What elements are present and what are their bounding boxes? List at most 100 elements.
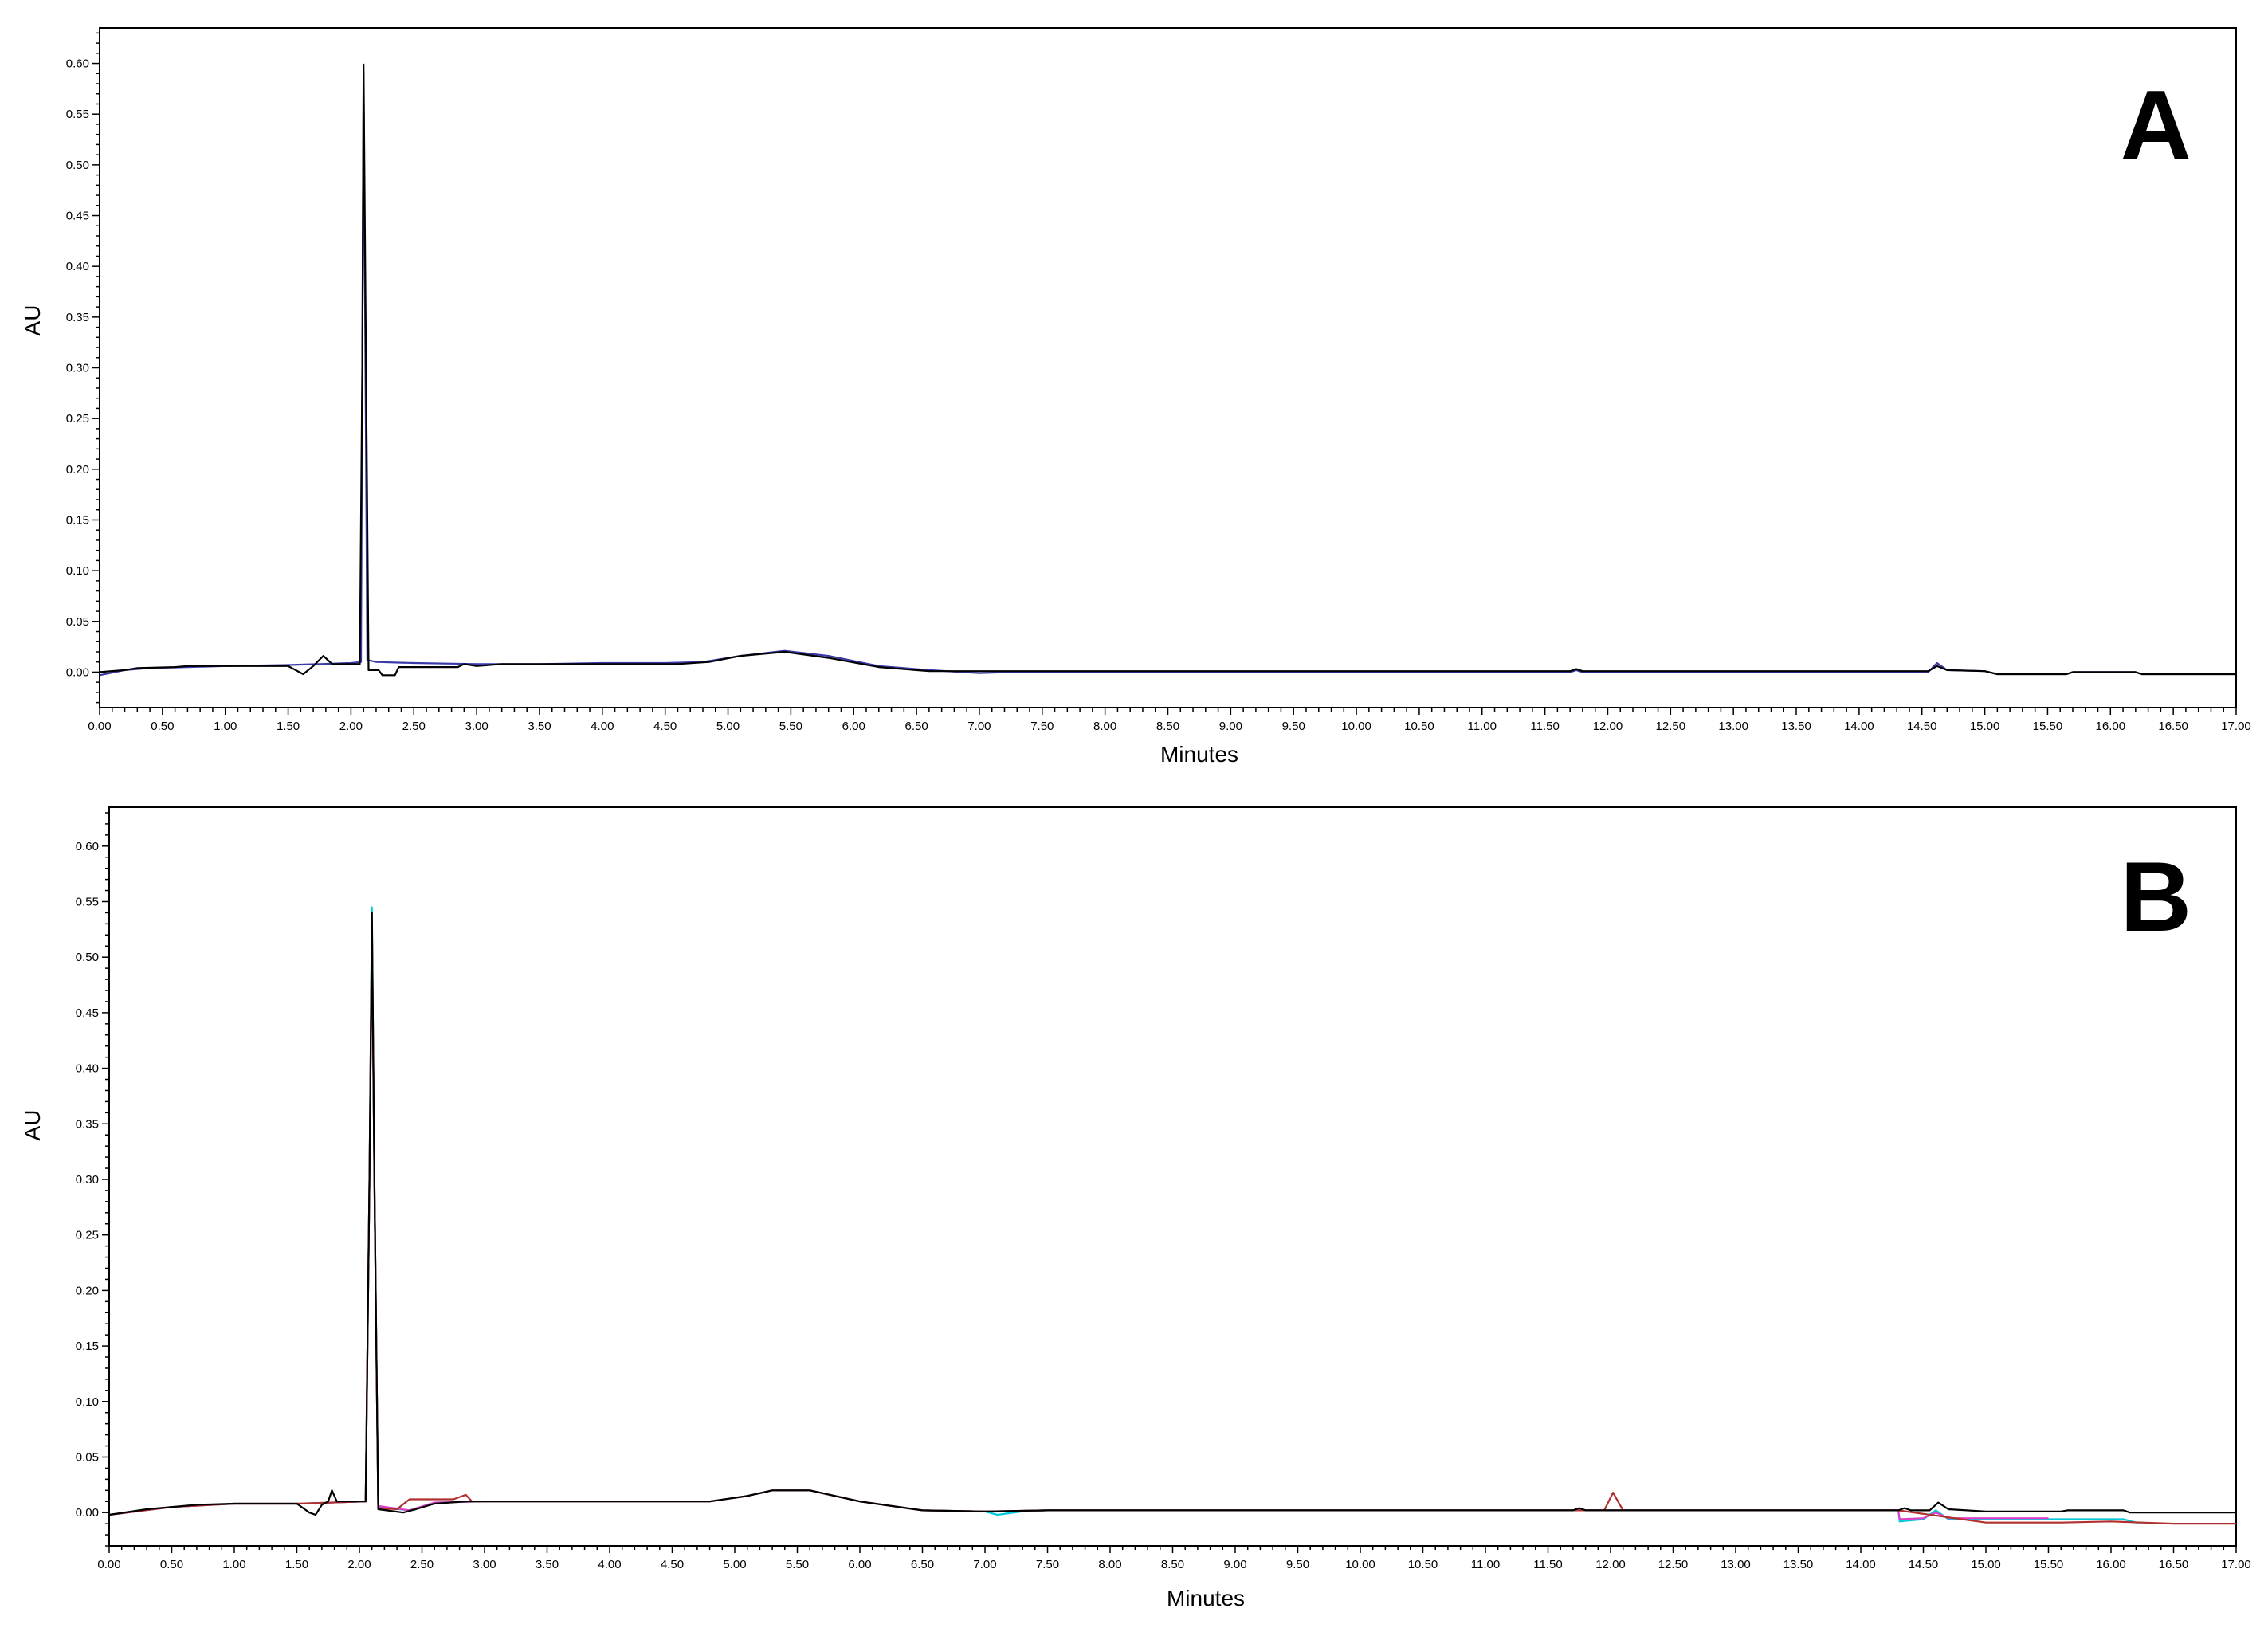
x-tick-label: 14.00 xyxy=(1846,1558,1876,1571)
x-tick-label: 7.00 xyxy=(967,720,991,733)
y-tick-label: 0.60 xyxy=(66,57,89,71)
x-tick-label: 8.00 xyxy=(1098,1558,1121,1571)
x-tick-label: 10.00 xyxy=(1345,1558,1375,1571)
x-tick-label: 10.00 xyxy=(1341,720,1371,733)
x-tick-label: 12.00 xyxy=(1595,1558,1626,1571)
y-tick-label: 0.15 xyxy=(76,1340,99,1353)
x-tick-label: 8.00 xyxy=(1093,720,1116,733)
x-tick-label: 6.00 xyxy=(842,720,865,733)
x-tick-label: 5.50 xyxy=(779,720,802,733)
panel-b-series xyxy=(108,906,2236,1525)
x-tick-label: 17.00 xyxy=(2221,720,2251,733)
y-tick-label: 0.15 xyxy=(66,513,89,527)
x-tick-label: 0.50 xyxy=(160,1558,183,1571)
x-tick-label: 9.50 xyxy=(1286,1558,1309,1571)
y-tick-label: 0.55 xyxy=(66,108,89,121)
panel-b-letter: B xyxy=(2120,842,2191,952)
x-tick-label: 15.50 xyxy=(2033,720,2063,733)
x-tick-label: 15.50 xyxy=(2034,1558,2064,1571)
x-tick-label: 13.00 xyxy=(1721,1558,1751,1571)
y-tick-label: 0.10 xyxy=(66,564,89,578)
x-tick-label: 2.50 xyxy=(410,1558,434,1571)
x-tick-label: 12.50 xyxy=(1656,720,1686,733)
panel-b-y-axis: 0.00 0.05 0.10 0.15 0.20 0.25 0.30 0.35 0.40 0.45… xyxy=(76,812,109,1547)
x-tick-label: 13.00 xyxy=(1718,720,1748,733)
x-tick-label: 7.50 xyxy=(1030,720,1054,733)
x-tick-label: 4.00 xyxy=(591,720,614,733)
x-tick-label: 7.50 xyxy=(1036,1558,1059,1571)
panel-a-plot-frame xyxy=(99,27,2237,708)
panel-b-y-axis-title: AU xyxy=(20,1110,45,1141)
series-line-3 xyxy=(108,923,2236,1525)
x-tick-label: 9.00 xyxy=(1219,720,1242,733)
y-tick-label: 0.05 xyxy=(66,615,89,629)
x-tick-label: 0.00 xyxy=(97,1558,120,1571)
x-tick-label: 0.00 xyxy=(88,720,111,733)
x-tick-label: 17.00 xyxy=(2221,1558,2251,1571)
y-tick-label: 0.25 xyxy=(66,412,89,426)
panel-a-series xyxy=(99,63,2236,677)
y-tick-label: 0.20 xyxy=(76,1284,99,1297)
panel-a-y-axis-title: AU xyxy=(20,305,45,336)
x-tick-label: 10.50 xyxy=(1408,1558,1438,1571)
y-tick-label: 0.55 xyxy=(76,895,99,908)
x-tick-label: 0.50 xyxy=(151,720,174,733)
x-tick-label: 2.50 xyxy=(402,720,426,733)
y-tick-label: 0.00 xyxy=(76,1506,99,1520)
y-tick-label: 0.50 xyxy=(66,159,89,172)
y-tick-label: 0.20 xyxy=(66,463,89,477)
series-line-1 xyxy=(99,73,2236,677)
series-line-2 xyxy=(108,934,2049,1520)
x-tick-label: 1.50 xyxy=(285,1558,308,1571)
x-tick-label: 1.50 xyxy=(277,720,300,733)
panel-b-x-axis-title: Minutes xyxy=(1167,1586,1245,1610)
x-tick-label: 13.50 xyxy=(1783,1558,1814,1571)
x-tick-label: 4.50 xyxy=(653,720,677,733)
y-tick-label: 0.30 xyxy=(66,362,89,375)
x-tick-label: 14.00 xyxy=(1844,720,1874,733)
series-line-2 xyxy=(99,63,2236,677)
x-tick-label: 9.50 xyxy=(1282,720,1305,733)
x-tick-label: 12.00 xyxy=(1593,720,1623,733)
x-tick-label: 15.00 xyxy=(1971,1558,2001,1571)
y-tick-label: 0.10 xyxy=(76,1395,99,1409)
x-tick-label: 2.00 xyxy=(339,720,363,733)
y-tick-label: 0.35 xyxy=(76,1117,99,1131)
x-tick-label: 6.00 xyxy=(848,1558,871,1571)
x-tick-label: 1.00 xyxy=(214,720,237,733)
panel-a: 0.00 0.50 1.00 1.50 2.00 2.50 3.00 3.50 4.00 4.50… xyxy=(20,27,2251,767)
x-tick-label: 15.00 xyxy=(1970,720,2000,733)
x-tick-label: 1.00 xyxy=(222,1558,245,1571)
y-tick-label: 0.05 xyxy=(76,1450,99,1464)
y-tick-label: 0.25 xyxy=(76,1229,99,1242)
y-tick-label: 0.35 xyxy=(66,311,89,324)
x-tick-label: 11.50 xyxy=(1530,720,1559,733)
x-tick-label: 11.50 xyxy=(1533,1558,1562,1571)
x-tick-label: 12.50 xyxy=(1658,1558,1689,1571)
x-tick-label: 3.50 xyxy=(536,1558,559,1571)
x-tick-label: 3.50 xyxy=(528,720,551,733)
x-tick-label: 16.50 xyxy=(2159,1558,2189,1571)
x-tick-label: 5.50 xyxy=(786,1558,809,1571)
panel-a-y-axis: 0.00 0.05 0.10 0.15 0.20 0.25 0.30 0.35 0.40 0.45… xyxy=(66,32,100,704)
y-tick-label: 0.40 xyxy=(76,1062,99,1076)
x-tick-label: 6.50 xyxy=(904,720,928,733)
y-tick-label: 0.30 xyxy=(76,1173,99,1187)
y-tick-label: 0.00 xyxy=(66,665,89,679)
x-tick-label: 8.50 xyxy=(1156,720,1179,733)
x-tick-label: 14.50 xyxy=(1909,1558,1939,1571)
x-tick-label: 11.00 xyxy=(1471,1558,1500,1571)
y-tick-label: 0.50 xyxy=(76,951,99,964)
series-line-4 xyxy=(108,912,2236,1516)
panel-a-letter: A xyxy=(2120,71,2191,181)
x-tick-label: 5.00 xyxy=(723,1558,746,1571)
x-tick-label: 3.00 xyxy=(465,720,489,733)
x-tick-label: 10.50 xyxy=(1404,720,1434,733)
y-tick-label: 0.45 xyxy=(66,210,89,223)
x-tick-label: 8.50 xyxy=(1161,1558,1184,1571)
y-tick-label: 0.45 xyxy=(76,1006,99,1020)
x-tick-label: 16.00 xyxy=(2096,1558,2126,1571)
panel-b-plot-frame xyxy=(108,806,2237,1547)
x-tick-label: 14.50 xyxy=(1907,720,1937,733)
